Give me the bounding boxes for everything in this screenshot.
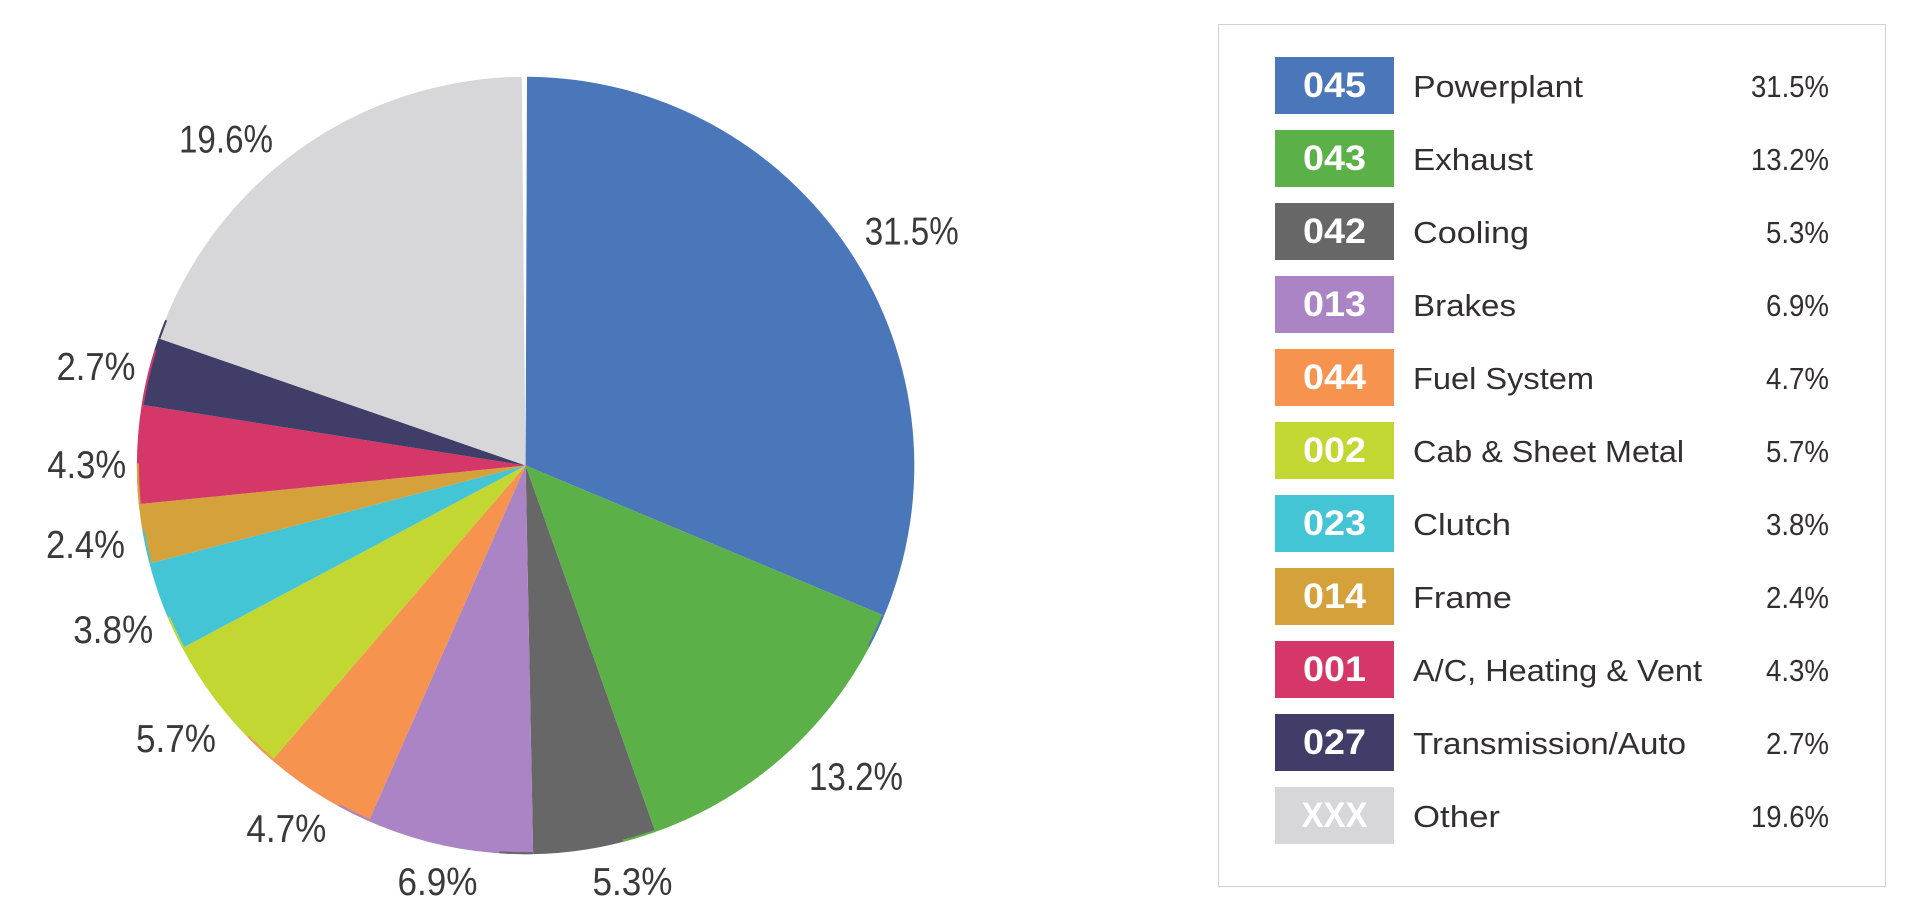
svg-text:014: 014 [1303, 577, 1367, 616]
svg-text:002: 002 [1303, 431, 1366, 470]
svg-text:3.8%: 3.8% [1766, 507, 1829, 542]
svg-text:2.4%: 2.4% [1766, 580, 1829, 615]
svg-text:Clutch: Clutch [1413, 507, 1511, 542]
svg-text:Transmission/Auto: Transmission/Auto [1413, 726, 1686, 761]
svg-text:5.3%: 5.3% [1766, 215, 1829, 250]
svg-text:Other: Other [1413, 799, 1500, 834]
svg-text:043: 043 [1303, 139, 1366, 178]
svg-text:19.6%: 19.6% [179, 119, 273, 162]
svg-text:31.5%: 31.5% [865, 210, 959, 253]
svg-text:A/C, Heating & Vent: A/C, Heating & Vent [1413, 653, 1702, 688]
svg-text:2.4%: 2.4% [46, 524, 125, 567]
svg-text:013: 013 [1303, 285, 1366, 324]
svg-text:Cooling: Cooling [1413, 215, 1529, 250]
svg-text:4.3%: 4.3% [1766, 653, 1829, 688]
svg-text:Cab & Sheet Metal: Cab & Sheet Metal [1413, 434, 1684, 469]
svg-text:044: 044 [1303, 358, 1367, 397]
svg-text:6.9%: 6.9% [398, 861, 478, 904]
svg-text:5.7%: 5.7% [136, 718, 216, 761]
svg-text:6.9%: 6.9% [1766, 288, 1829, 323]
svg-text:042: 042 [1303, 212, 1366, 251]
svg-text:4.3%: 4.3% [47, 444, 126, 487]
svg-text:Frame: Frame [1413, 580, 1512, 615]
svg-text:13.2%: 13.2% [1751, 142, 1829, 177]
svg-text:5.7%: 5.7% [1766, 434, 1829, 469]
svg-text:023: 023 [1303, 504, 1366, 543]
svg-text:Brakes: Brakes [1413, 288, 1516, 323]
svg-text:3.8%: 3.8% [73, 609, 153, 652]
svg-text:2.7%: 2.7% [57, 346, 136, 389]
svg-text:5.3%: 5.3% [593, 861, 673, 904]
svg-text:4.7%: 4.7% [246, 808, 326, 851]
svg-text:045: 045 [1303, 66, 1366, 105]
svg-text:Exhaust: Exhaust [1413, 142, 1533, 177]
svg-text:31.5%: 31.5% [1751, 69, 1829, 104]
svg-text:001: 001 [1303, 650, 1366, 689]
svg-text:4.7%: 4.7% [1766, 361, 1829, 396]
svg-text:027: 027 [1303, 723, 1366, 762]
svg-text:19.6%: 19.6% [1751, 799, 1829, 834]
svg-text:2.7%: 2.7% [1766, 726, 1829, 761]
svg-text:13.2%: 13.2% [809, 756, 903, 799]
svg-text:Fuel System: Fuel System [1413, 361, 1594, 396]
svg-text:Powerplant: Powerplant [1413, 69, 1583, 104]
svg-text:XXX: XXX [1302, 796, 1369, 835]
